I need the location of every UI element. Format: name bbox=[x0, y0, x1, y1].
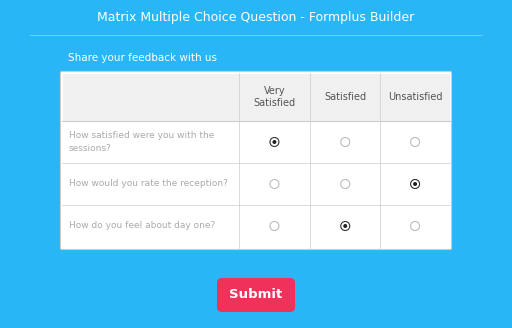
FancyBboxPatch shape bbox=[60, 72, 452, 250]
Circle shape bbox=[411, 221, 419, 231]
Circle shape bbox=[411, 179, 419, 189]
Circle shape bbox=[411, 137, 419, 147]
Circle shape bbox=[341, 221, 350, 231]
FancyBboxPatch shape bbox=[62, 73, 450, 121]
Text: Submit: Submit bbox=[229, 289, 283, 301]
Circle shape bbox=[270, 137, 279, 147]
Circle shape bbox=[270, 179, 279, 189]
Text: Very
Satisfied: Very Satisfied bbox=[253, 86, 295, 108]
FancyBboxPatch shape bbox=[217, 278, 295, 312]
Circle shape bbox=[341, 179, 350, 189]
Text: Satisfied: Satisfied bbox=[324, 92, 366, 102]
Text: How satisfied were you with the
sessions?: How satisfied were you with the sessions… bbox=[69, 131, 215, 153]
Circle shape bbox=[270, 221, 279, 231]
Text: Matrix Multiple Choice Question - Formplus Builder: Matrix Multiple Choice Question - Formpl… bbox=[97, 11, 415, 25]
Text: How would you rate the reception?: How would you rate the reception? bbox=[69, 179, 228, 189]
Circle shape bbox=[343, 224, 347, 228]
Text: Share your feedback with us: Share your feedback with us bbox=[68, 53, 217, 63]
Circle shape bbox=[341, 137, 350, 147]
Text: Unsatisfied: Unsatisfied bbox=[388, 92, 442, 102]
Circle shape bbox=[413, 182, 417, 186]
Text: How do you feel about day one?: How do you feel about day one? bbox=[69, 221, 215, 231]
Circle shape bbox=[272, 140, 276, 144]
